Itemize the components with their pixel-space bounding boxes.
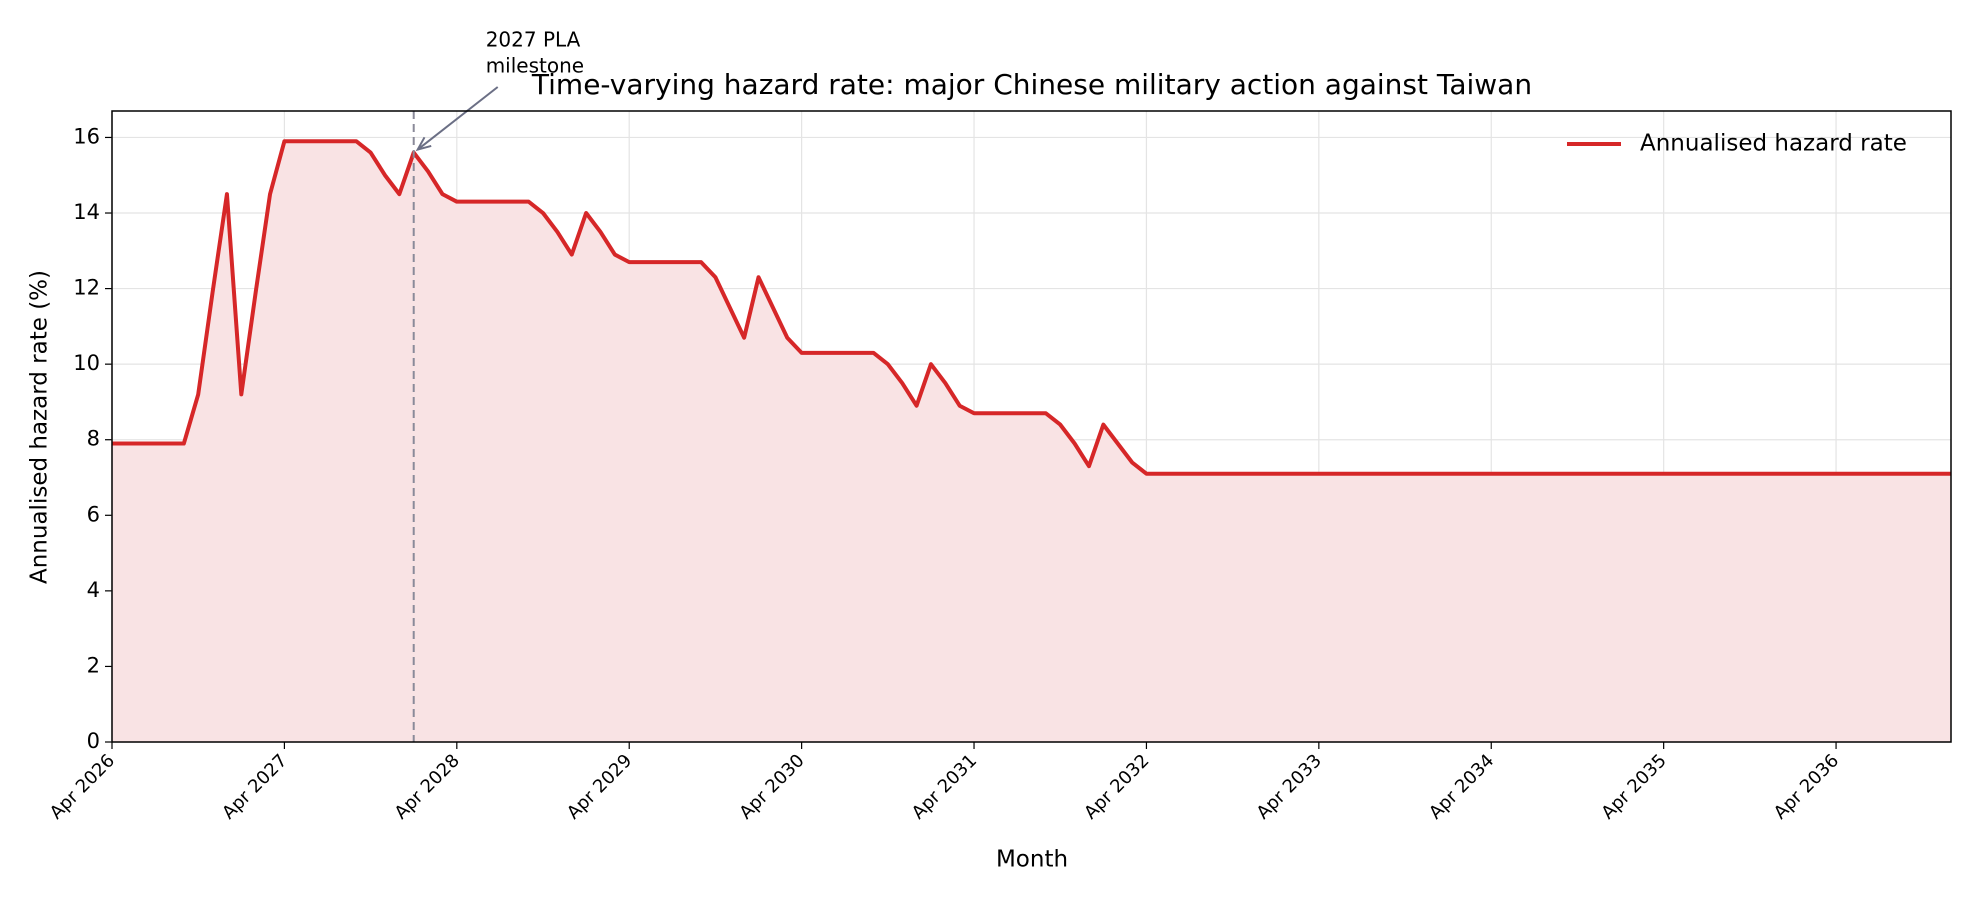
y-axis-label: Annualised hazard rate (%) — [27, 270, 53, 584]
x-axis-label: Month — [996, 847, 1068, 873]
x-tick-label: Apr 2032 — [1080, 750, 1153, 823]
area-fill — [112, 141, 1951, 742]
x-tick-label: Apr 2034 — [1425, 750, 1498, 823]
x-tick-label: Apr 2026 — [46, 750, 119, 823]
x-tick-label: Apr 2028 — [391, 750, 464, 823]
annotation-arrow — [417, 86, 499, 151]
legend-label: Annualised hazard rate — [1640, 131, 1907, 157]
x-tick-label: Apr 2033 — [1253, 750, 1326, 823]
y-tick-label: 0 — [87, 729, 100, 753]
line-series — [112, 139, 1951, 476]
annotation-arrowhead — [415, 136, 432, 152]
y-tick-label: 6 — [87, 502, 100, 526]
y-tick-label: 12 — [73, 276, 100, 300]
chart-title: Time-varying hazard rate: major Chinese … — [531, 68, 1532, 101]
y-tick-label: 8 — [87, 427, 100, 451]
x-tick-label: Apr 2029 — [563, 750, 636, 823]
y-tick-label: 14 — [73, 200, 100, 224]
y-tick-label: 2 — [87, 653, 100, 677]
plot-frame — [111, 110, 1952, 743]
annotation-text: milestone — [486, 54, 584, 78]
x-tick-label: Apr 2036 — [1770, 750, 1843, 823]
annotation-text: 2027 PLA — [486, 28, 581, 52]
x-tick-label: Apr 2027 — [218, 750, 291, 823]
x-tick-label: Apr 2030 — [735, 750, 808, 823]
x-tick-label: Apr 2035 — [1597, 750, 1670, 823]
x-tick-label: Apr 2031 — [908, 750, 981, 823]
y-tick-label: 4 — [87, 578, 100, 602]
y-tick-label: 10 — [73, 351, 100, 375]
y-tick-label: 16 — [73, 124, 100, 148]
